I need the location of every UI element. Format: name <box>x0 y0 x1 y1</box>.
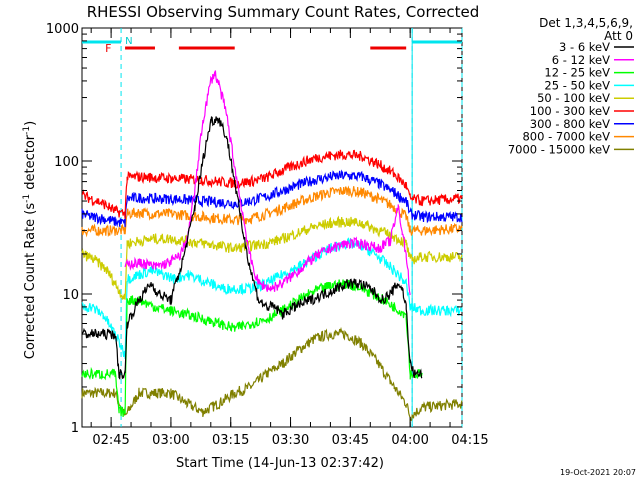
ylabel-end: ) <box>23 121 38 126</box>
x-tick-label: 03:00 <box>152 433 189 448</box>
x-tick-label: 03:45 <box>332 433 369 448</box>
y-tick-label: 1000 <box>46 22 79 37</box>
series-line-7000-15000keV <box>81 326 463 423</box>
x-axis: 02:45 03:00 03:15 03:30 03:45 04:00 04:15 <box>90 28 489 448</box>
flare-flag-label: F <box>105 42 111 55</box>
timestamp: 19-Oct-2021 20:07 <box>560 468 636 477</box>
x-tick-label: 03:30 <box>272 433 309 448</box>
legend-item-label: 25 - 50 keV <box>544 78 610 92</box>
y-tick-label: 100 <box>54 155 79 170</box>
series-line-3-6keV <box>81 116 423 380</box>
ylabel-exp1: -1 <box>22 194 32 203</box>
legend-item-label: 7000 - 15000 keV <box>508 142 610 156</box>
legend-item-label: 50 - 100 keV <box>537 91 610 105</box>
night-flag-label: N <box>125 36 132 47</box>
x-tick-label: 03:15 <box>212 433 249 448</box>
y-axis-label: Corrected Count Rate (s-1 detector-1) <box>22 121 38 359</box>
legend-item-label: 6 - 12 keV <box>552 53 610 67</box>
legend-item-label: 300 - 800 keV <box>530 117 610 131</box>
legend-item-label: 800 - 7000 keV <box>522 130 610 144</box>
y-tick-label: 1 <box>71 421 79 436</box>
x-tick-label: 04:15 <box>451 433 488 448</box>
chart-title: RHESSI Observing Summary Count Rates, Co… <box>87 3 480 21</box>
series-line-300-800keV <box>81 169 463 228</box>
y-axis: 1 10 100 1000 <box>46 22 462 436</box>
series-line-100-300keV <box>81 149 463 219</box>
x-axis-label: Start Time (14-Jun-13 02:37:42) <box>176 456 384 471</box>
legend-item-label: 100 - 300 keV <box>530 104 610 118</box>
series-line-6-12keV <box>124 70 411 296</box>
series-layer <box>81 70 463 423</box>
series-line-50-100keV <box>81 215 463 300</box>
legend-header-1: Det 1,3,4,5,6,9, <box>539 16 633 30</box>
legend-item-label: 12 - 25 keV <box>544 66 610 80</box>
x-tick-label: 02:45 <box>92 433 129 448</box>
y-tick-label: 10 <box>62 288 79 303</box>
x-tick-label: 04:00 <box>391 433 428 448</box>
ylabel-mid: detector <box>23 134 38 194</box>
series-line-25-50keV <box>81 237 463 359</box>
ylabel-main: Corrected Count Rate (s <box>23 203 38 360</box>
ylabel-exp2: -1 <box>22 126 32 135</box>
legend-header-2: Att 0 <box>604 29 633 43</box>
series-line-12-25keV <box>81 279 423 417</box>
legend-item-label: 3 - 6 keV <box>559 40 610 54</box>
